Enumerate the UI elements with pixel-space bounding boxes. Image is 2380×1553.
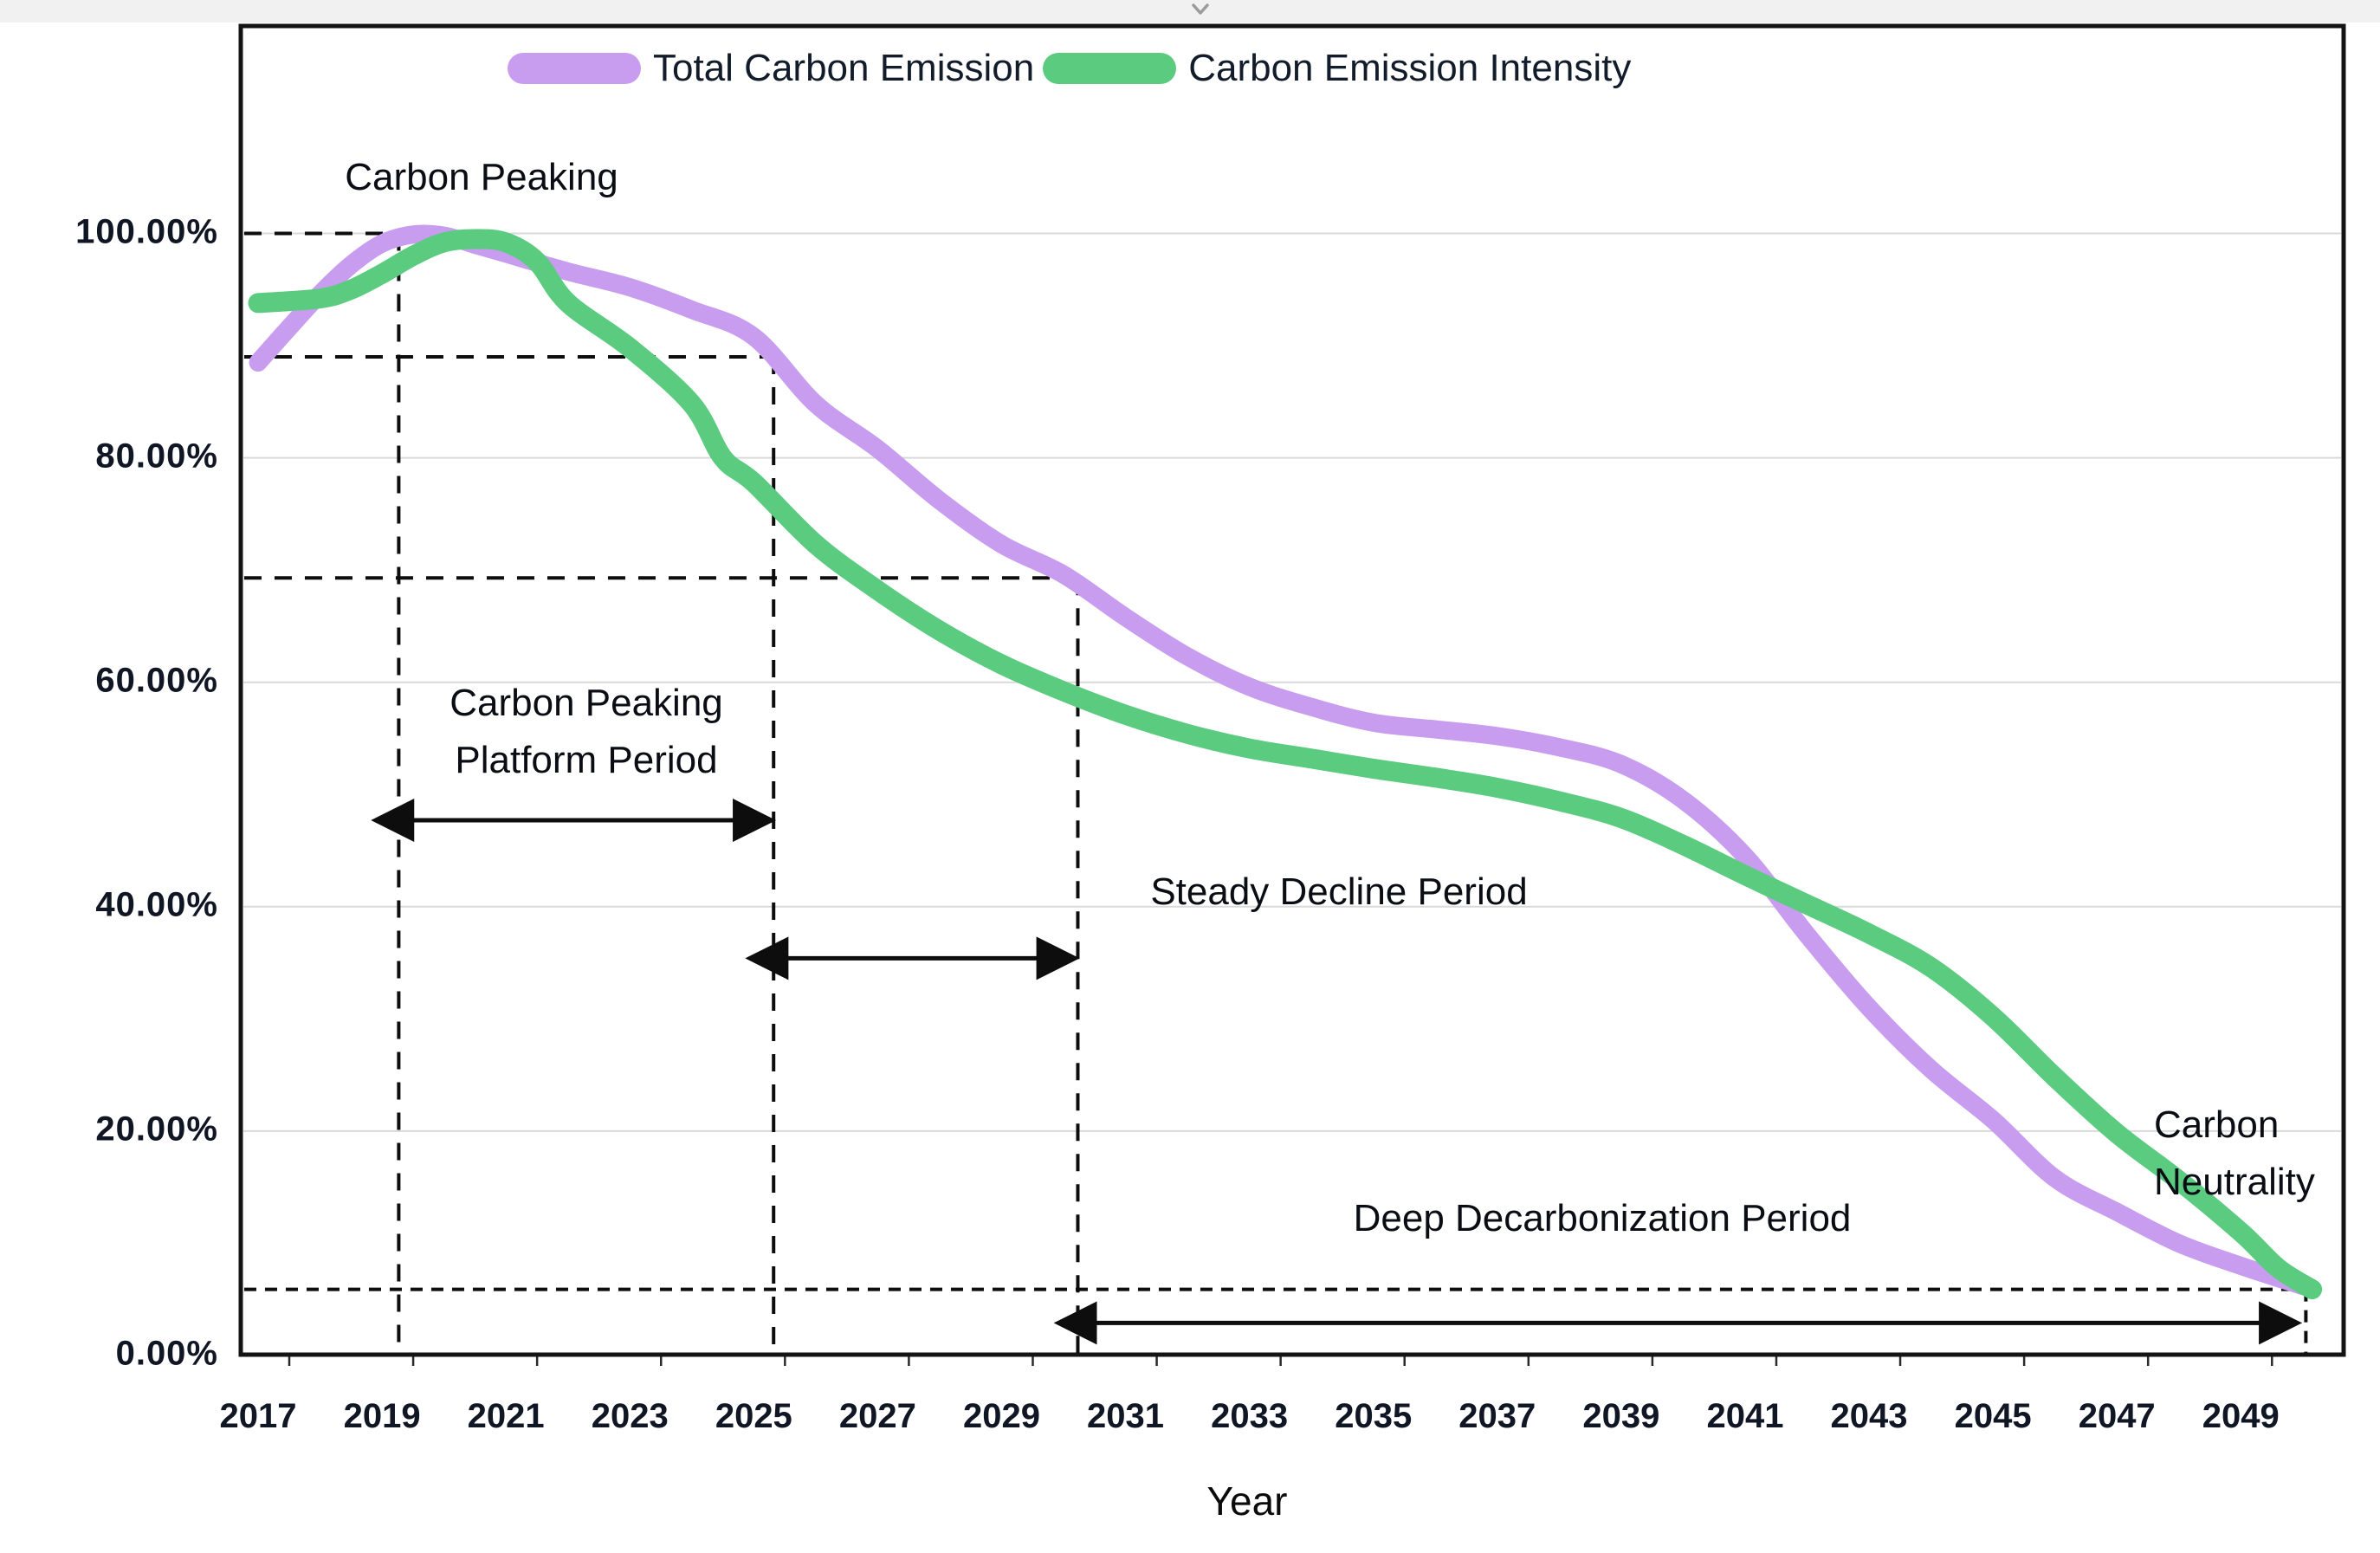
- annotation-carbon-peaking: Carbon Peaking: [345, 156, 618, 198]
- x-tick-label: 2045: [1954, 1397, 2032, 1435]
- annotation-deep-decarbonization: Deep Decarbonization Period: [1353, 1197, 1852, 1239]
- x-tick-label: 2031: [1087, 1397, 1165, 1435]
- chevron-down-icon[interactable]: [1185, 0, 1216, 21]
- x-tick-label: 2017: [219, 1397, 297, 1435]
- annotation-platform-period: Carbon Peaking Platform Period: [449, 682, 723, 781]
- x-tick-label: 2037: [1458, 1397, 1536, 1435]
- legend-swatch-total-carbon-emission: [508, 53, 641, 84]
- y-tick-label: 20.00%: [95, 1110, 218, 1149]
- legend-label-total-carbon-emission: Total Carbon Emission: [653, 47, 1035, 89]
- chart-legend: Total Carbon Emission Carbon Emission In…: [508, 47, 1639, 90]
- legend-swatch-carbon-emission-intensity: [1043, 53, 1177, 84]
- x-axis-title: Year: [1206, 1479, 1288, 1524]
- y-tick-label: 0.00%: [115, 1334, 218, 1373]
- x-tick-label: 2029: [962, 1397, 1040, 1435]
- x-tick-label: 2033: [1211, 1397, 1289, 1435]
- x-tick-label: 2043: [1830, 1397, 1908, 1435]
- y-tick-label: 80.00%: [95, 437, 218, 476]
- x-tick-label: 2049: [2202, 1397, 2280, 1435]
- y-tick-label: 100.00%: [75, 212, 218, 251]
- x-tick-label: 2023: [591, 1397, 669, 1435]
- annotation-carbon-neutrality: Carbon Neutrality: [2154, 1103, 2315, 1203]
- y-tick-label: 40.00%: [95, 885, 218, 924]
- y-tick-label: 60.00%: [95, 661, 218, 700]
- x-tick-label: 2021: [467, 1397, 545, 1435]
- x-tick-label: 2027: [838, 1397, 916, 1435]
- x-tick-label: 2035: [1335, 1397, 1413, 1435]
- x-tick-label: 2025: [715, 1397, 792, 1435]
- legend-label-carbon-emission-intensity: Carbon Emission Intensity: [1188, 47, 1632, 89]
- x-tick-label: 2019: [343, 1397, 421, 1435]
- x-tick-label: 2039: [1582, 1397, 1660, 1435]
- window-top-strip: [0, 0, 2380, 23]
- x-tick-label: 2041: [1706, 1397, 1784, 1435]
- annotation-steady-decline: Steady Decline Period: [1150, 870, 1528, 913]
- series-line-carbon-emission-intensity: [248, 229, 2323, 1300]
- x-tick-label: 2047: [2078, 1397, 2156, 1435]
